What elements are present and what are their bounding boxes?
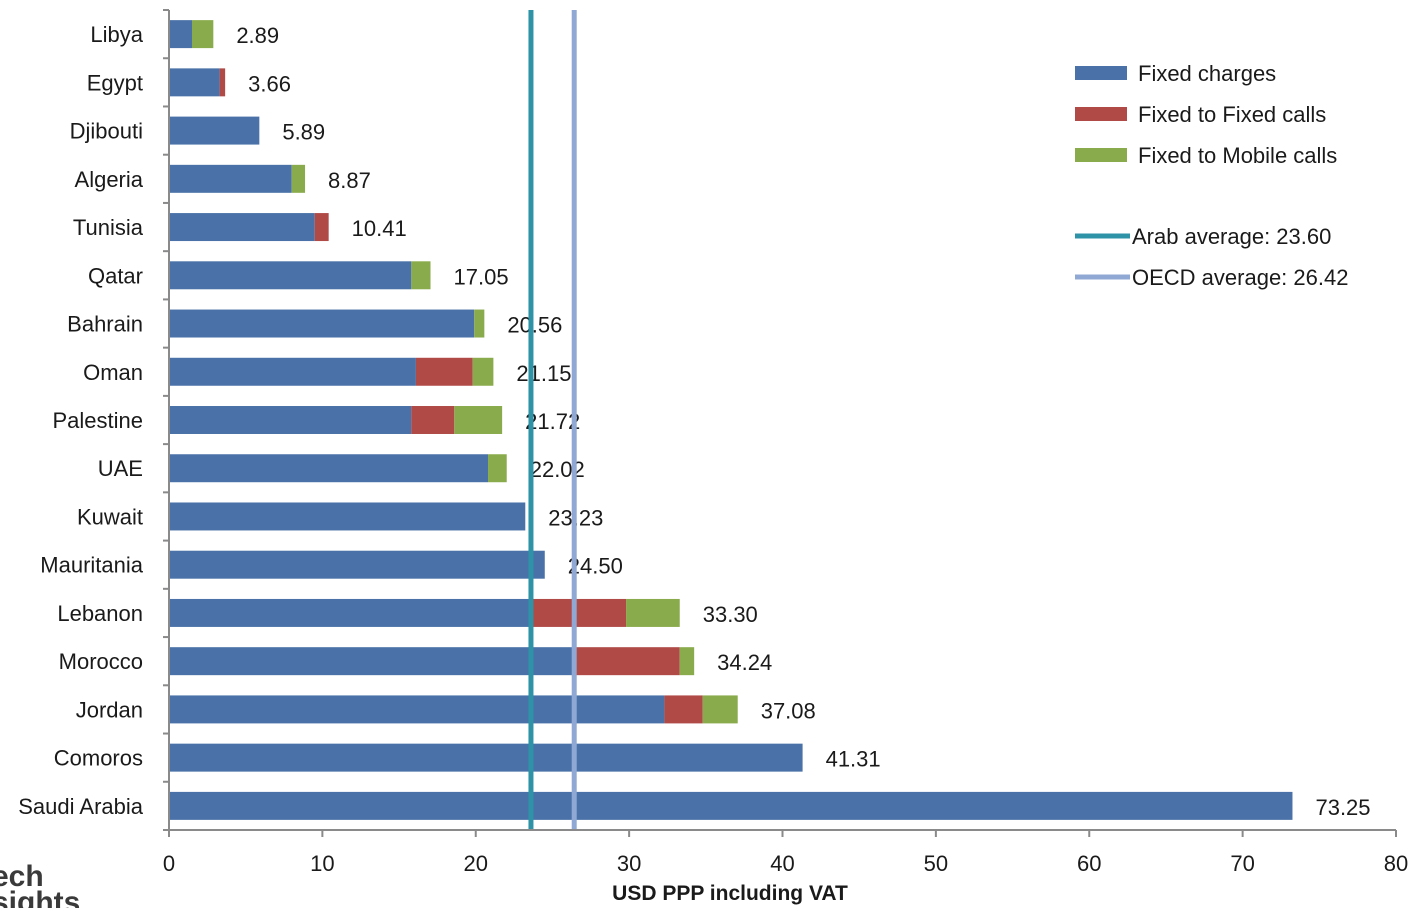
bar-segment-2-3 [291, 164, 306, 193]
total-labels: 2.89 3.66 5.898.87 10.41 17.05 20.56 21.15 21.7… [236, 23, 1370, 820]
logo-text-line2: sights [0, 886, 80, 908]
total-value-label: 33.30 [703, 602, 758, 627]
total-value-label: 41.31 [826, 747, 881, 772]
bar-segment-0-10 [169, 502, 526, 531]
axes: 0 10 20 30 40 50 60 70 80 [163, 9, 1408, 876]
category-label: Morocco [59, 649, 143, 674]
category-label: Palestine [52, 408, 143, 433]
bar-segment-0-8 [169, 406, 412, 434]
total-value-label: 21.72 [525, 409, 580, 434]
category-label: Saudi Arabia [18, 794, 144, 819]
bar-segment-0-6 [169, 309, 475, 338]
bar-segment-1-13 [573, 647, 680, 676]
category-label: Kuwait [77, 504, 143, 529]
bar-segment-0-16 [169, 791, 1293, 820]
legend-line-label-0: Arab average: 23.60 [1132, 224, 1331, 249]
bar-segment-0-11 [169, 550, 545, 579]
bar-segment-0-3 [169, 164, 292, 193]
bar-segment-0-14 [169, 695, 665, 724]
total-value-label: 8.87 [328, 168, 371, 193]
total-value-label: 2.89 [236, 23, 279, 48]
x-tick-label: 10 [310, 851, 334, 876]
bar-segment-2-9 [488, 454, 507, 483]
bar-segment-0-15 [169, 743, 803, 772]
bar-segment-2-6 [474, 309, 485, 338]
bar-segment-2-5 [411, 261, 431, 290]
total-value-label: 73.25 [1315, 795, 1370, 820]
total-value-label: 37.08 [761, 698, 816, 723]
legend-label-2: Fixed to Mobile calls [1138, 143, 1337, 168]
legend-label-1: Fixed to Fixed calls [1138, 102, 1326, 127]
bar-segment-0-4 [169, 213, 315, 242]
category-label: Bahrain [67, 312, 143, 337]
total-value-label: 24.50 [568, 554, 623, 579]
x-tick-label: 80 [1384, 851, 1408, 876]
bar-segment-0-7 [169, 357, 416, 386]
bar-segment-2-12 [626, 598, 680, 627]
legend: Fixed charges Fixed to Fixed calls Fixed t… [1075, 61, 1348, 290]
bar-segment-1-8 [411, 406, 455, 434]
bar-segment-2-0 [192, 20, 214, 49]
bar-segment-1-1 [219, 68, 226, 97]
category-labels: Libya Egypt Djibouti Algeria Tunisia Qatar Bah… [18, 22, 144, 819]
bar-segment-0-5 [169, 261, 412, 290]
bar-segment-0-13 [169, 647, 574, 676]
total-value-label: 34.24 [717, 650, 772, 675]
x-tick-label: 50 [924, 851, 948, 876]
x-tick-label: 0 [163, 851, 175, 876]
legend-swatch-1 [1075, 107, 1127, 121]
total-value-label: 3.66 [248, 71, 291, 96]
total-value-label: 17.05 [454, 264, 509, 289]
category-label: UAE [98, 456, 143, 481]
category-label: Djibouti [70, 119, 143, 144]
x-axis-title: USD PPP including VAT [612, 882, 848, 905]
bar-segment-2-8 [454, 406, 503, 434]
x-tick-label: 40 [770, 851, 794, 876]
bar-segment-0-1 [169, 68, 220, 97]
legend-line-label-1: OECD average: 26.42 [1132, 265, 1348, 290]
category-label: Libya [90, 22, 143, 47]
bar-segment-0-2 [169, 116, 260, 145]
total-value-label: 20.56 [507, 313, 562, 338]
bars-layer [169, 20, 1293, 820]
logo: ech sights [0, 860, 80, 908]
category-label: Qatar [88, 263, 143, 288]
category-label: Egypt [87, 70, 143, 95]
legend-swatch-2 [1075, 148, 1127, 162]
category-label: Oman [83, 360, 143, 385]
bar-segment-1-7 [415, 357, 473, 386]
bar-segment-1-12 [529, 598, 627, 627]
bar-segment-2-7 [472, 357, 494, 386]
x-tick-label: 60 [1077, 851, 1101, 876]
legend-label-0: Fixed charges [1138, 61, 1276, 86]
bar-segment-0-0 [169, 20, 193, 49]
category-label: Tunisia [73, 215, 144, 240]
category-label: Mauritania [40, 553, 143, 578]
bar-segment-0-12 [169, 598, 530, 627]
category-label: Algeria [75, 167, 144, 192]
total-value-label: 5.89 [282, 120, 325, 145]
category-label: Comoros [54, 746, 143, 771]
bar-segment-0-9 [169, 454, 489, 483]
x-tick-label: 20 [464, 851, 488, 876]
logo-text-line1: ech [0, 860, 44, 893]
bar-segment-2-13 [679, 647, 695, 676]
total-value-label: 21.15 [516, 361, 571, 386]
x-tick-label: 30 [617, 851, 641, 876]
total-value-label: 10.41 [352, 216, 407, 241]
x-tick-label: 70 [1230, 851, 1254, 876]
bar-segment-1-4 [314, 213, 329, 242]
bar-segment-2-14 [702, 695, 738, 724]
bar-segment-1-14 [664, 695, 703, 724]
category-label: Lebanon [57, 601, 143, 626]
category-label: Jordan [76, 697, 143, 722]
legend-swatch-0 [1075, 66, 1127, 80]
reference-lines [528, 10, 577, 830]
